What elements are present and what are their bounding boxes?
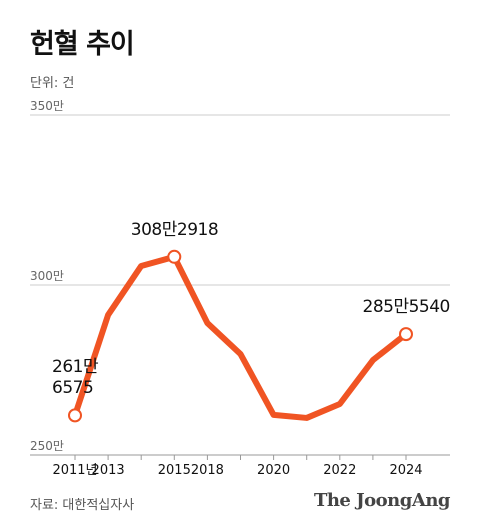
x-tick-label: 2024 xyxy=(389,463,422,478)
x-tick-label: 2020 xyxy=(257,463,290,478)
point-marker xyxy=(399,327,413,342)
y-tick-label: 250만 xyxy=(30,439,64,453)
data-line xyxy=(72,253,409,421)
x-tick-label: 2022 xyxy=(323,463,356,478)
y-tick-label: 350만 xyxy=(30,99,64,113)
brand: The JoongAng xyxy=(313,490,451,511)
x-tick-label: 2015 xyxy=(158,463,191,478)
source: 자료: 대한적십자사 xyxy=(30,498,135,513)
x-tick-label: 2013 xyxy=(92,463,125,478)
y-tick-label: 300만 xyxy=(30,269,64,283)
unit-note: 단위: 건 xyxy=(30,76,75,91)
x-tick-label: 2011년 xyxy=(52,463,97,478)
value-label: 308만2918 xyxy=(130,219,219,240)
value-label: 261만 6575 xyxy=(52,357,99,399)
value-label: 285만5540 xyxy=(362,297,451,318)
chart-title: 헌혈 추이 xyxy=(30,29,135,60)
point-marker xyxy=(68,408,82,423)
x-tick-label: 2018 xyxy=(191,463,224,478)
point-marker xyxy=(167,249,182,264)
